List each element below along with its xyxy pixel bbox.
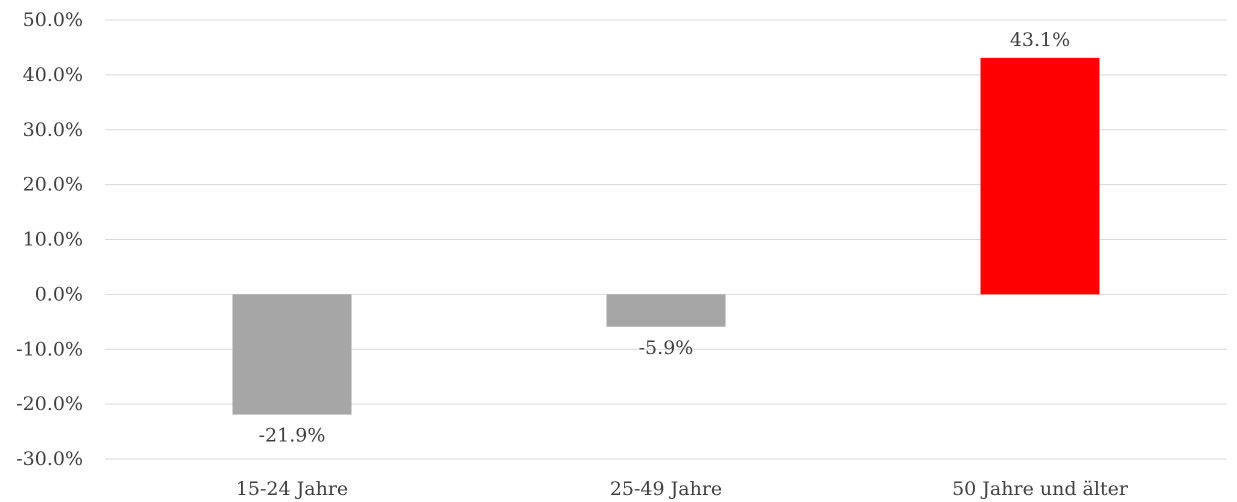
y-tick-label: -30.0% — [16, 448, 83, 470]
x-category-label: 25-49 Jahre — [610, 478, 722, 500]
data-label: -21.9% — [259, 425, 326, 447]
data-label: -5.9% — [639, 337, 694, 359]
x-category-label: 50 Jahre und älter — [952, 478, 1129, 500]
y-tick-label: 20.0% — [23, 174, 83, 196]
y-tick-label: -20.0% — [16, 393, 83, 415]
bars — [232, 57, 1100, 415]
data-label: 43.1% — [1010, 29, 1070, 51]
y-tick-label: 50.0% — [23, 9, 83, 31]
bar — [232, 294, 352, 415]
bar — [980, 57, 1100, 295]
data-labels: -21.9% -5.9% 43.1% — [259, 29, 1071, 447]
y-tick-label: 10.0% — [23, 229, 83, 251]
bar — [606, 294, 726, 327]
y-tick-label: 0.0% — [35, 283, 83, 305]
y-tick-label: 30.0% — [23, 119, 83, 141]
x-category-label: 15-24 Jahre — [236, 478, 348, 500]
y-axis-tick-labels: 50.0% 40.0% 30.0% 20.0% 10.0% 0.0% -10.0% -20.0… — [16, 9, 83, 470]
y-tick-label: -10.0% — [16, 338, 83, 360]
x-axis-category-labels: 15-24 Jahre 25-49 Jahre 50 Jahre und älter — [236, 478, 1129, 500]
y-tick-label: 40.0% — [23, 64, 83, 86]
